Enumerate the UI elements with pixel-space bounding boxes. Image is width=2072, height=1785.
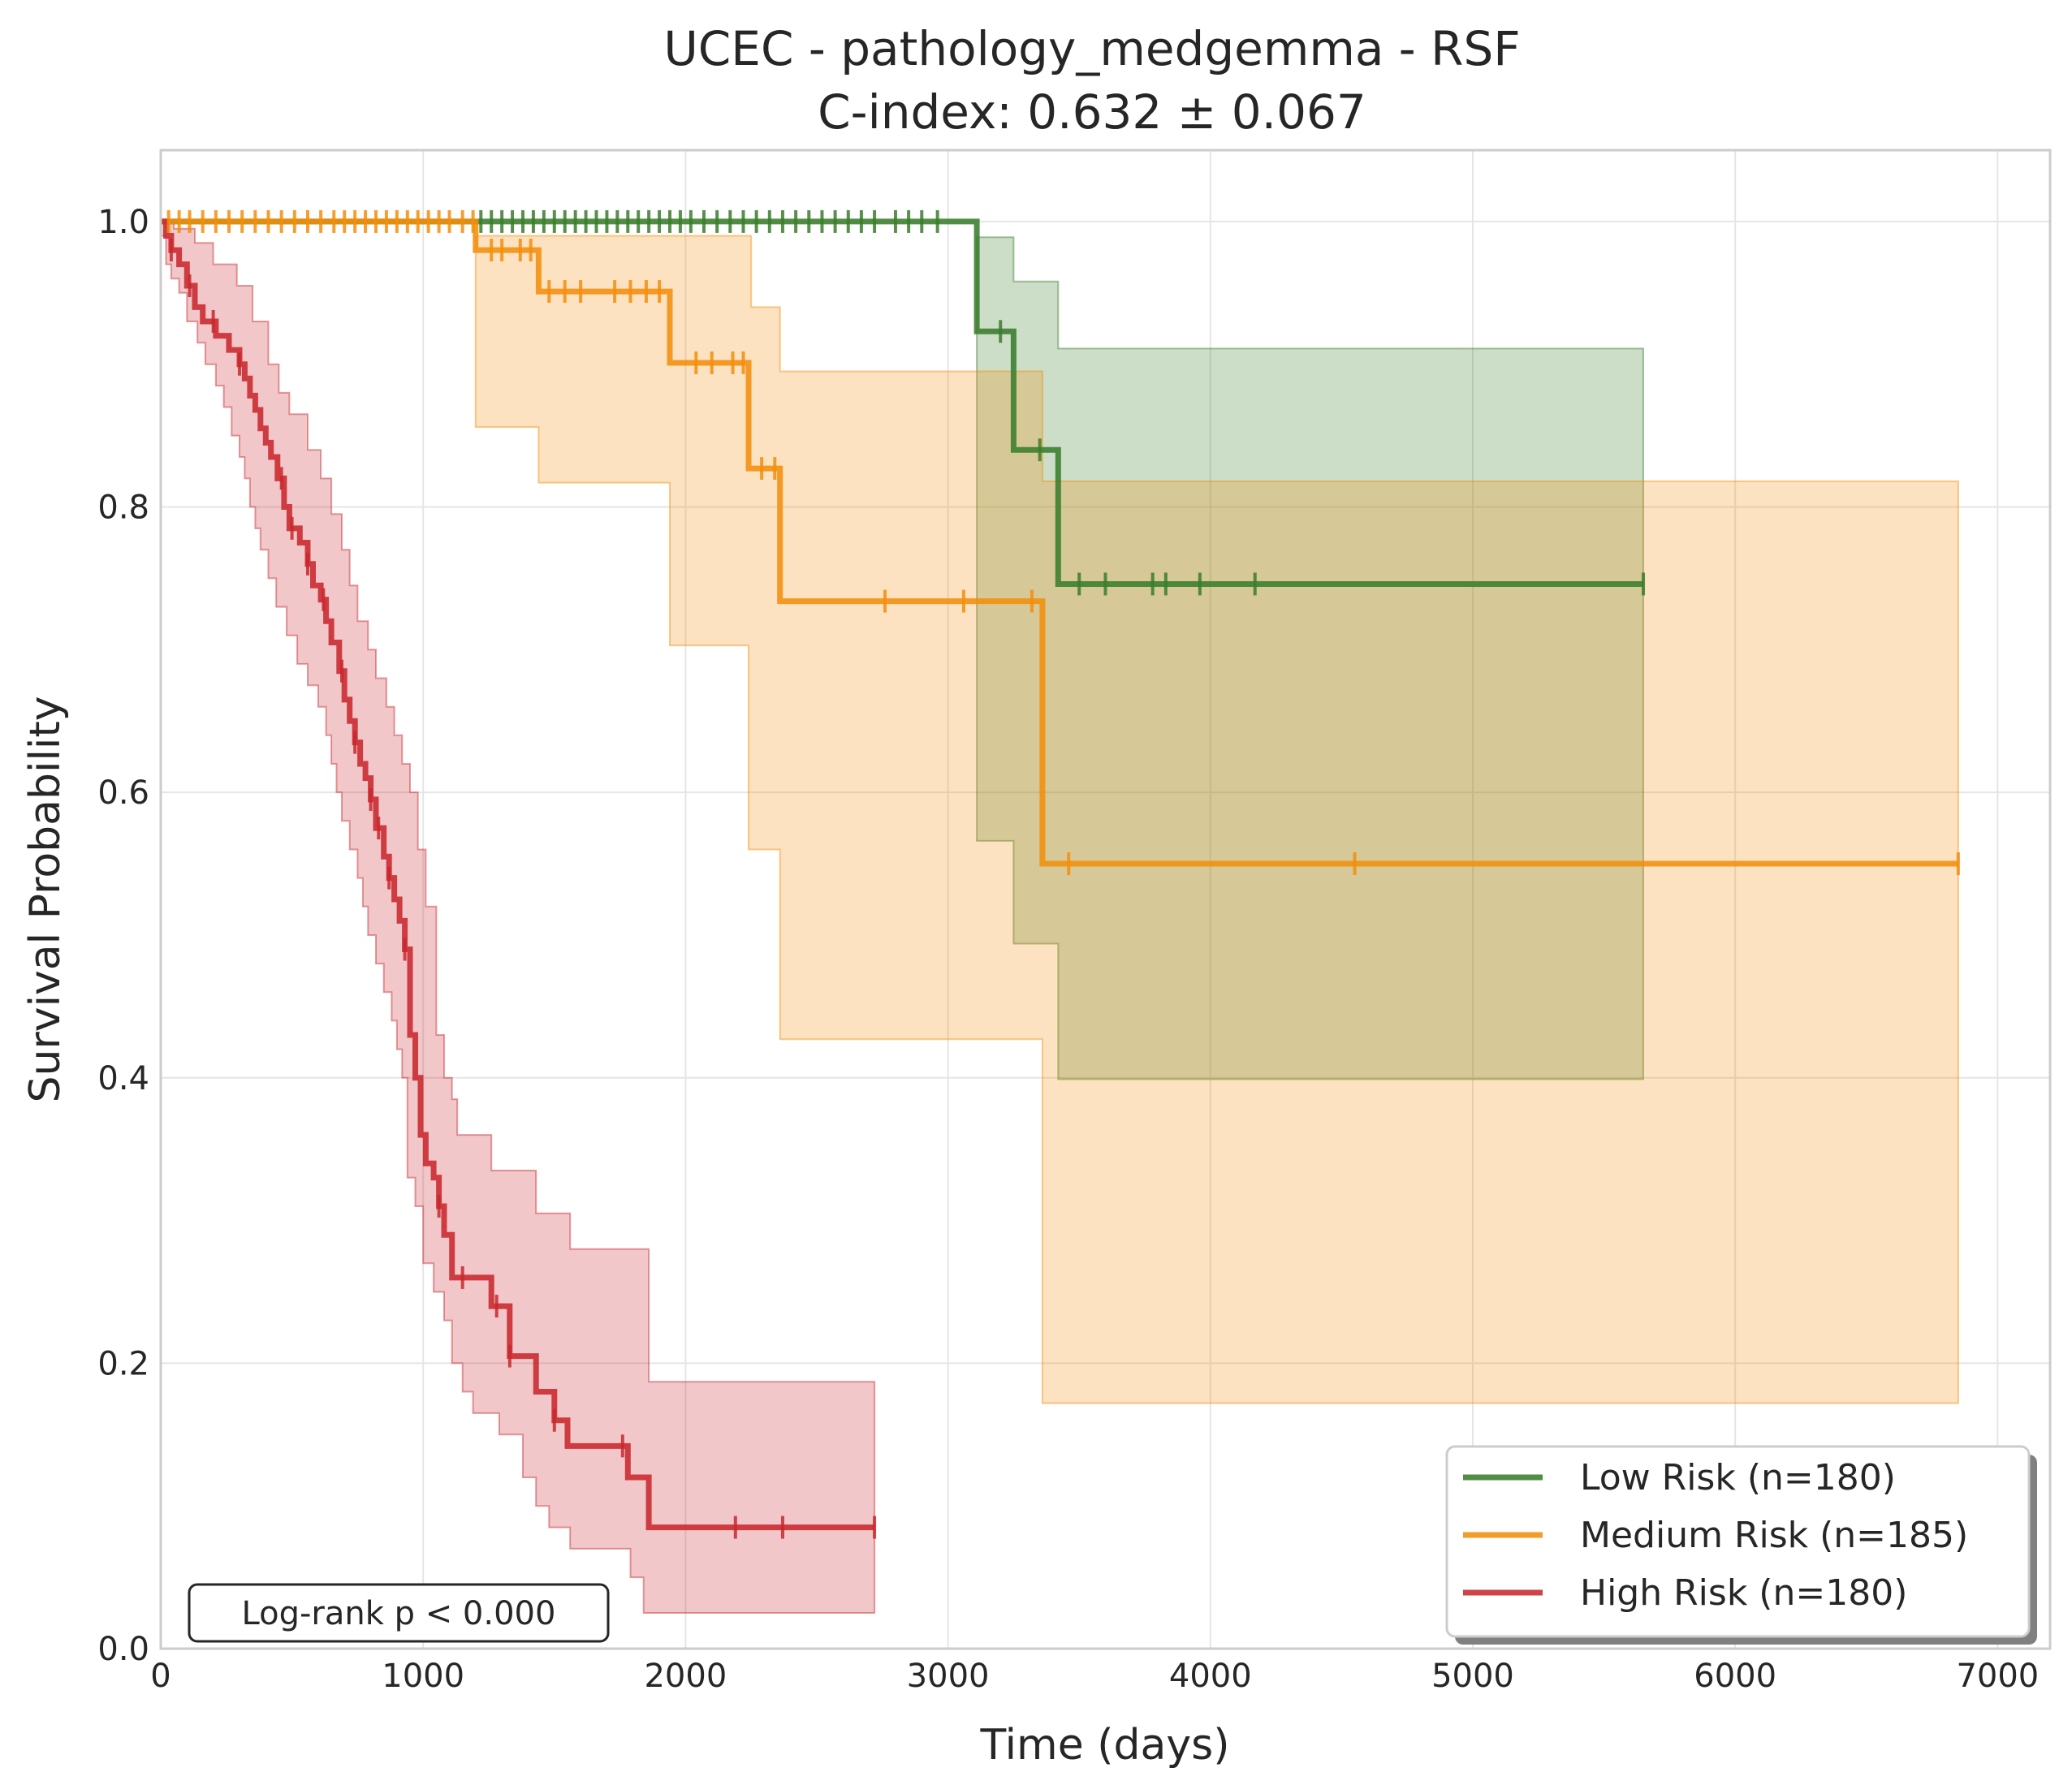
x-tick-label: 2000 (644, 1658, 727, 1695)
y-tick-label: 0.8 (97, 489, 149, 527)
x-tick-label: 7000 (1956, 1658, 2039, 1695)
x-tick-label: 5000 (1431, 1658, 1514, 1695)
y-axis-label: Survival Probability (21, 696, 70, 1102)
x-tick-label: 1000 (382, 1658, 464, 1695)
plot-frame (159, 149, 2052, 1650)
x-tick-label: 3000 (907, 1658, 990, 1695)
annotation-text: Log-rank p < 0.000 (242, 1595, 556, 1632)
high-risk-legend-label: High Risk (n=180) (1580, 1572, 1907, 1614)
y-axis-ticks: 0.0 0.2 0.4 0.6 0.8 1.0 (97, 204, 149, 1668)
chart-subtitle: C-index: 0.632 ± 0.067 (818, 84, 1366, 140)
chart-title: UCEC - pathology_medgemma - RSF (663, 21, 1520, 76)
y-tick-label: 0.4 (97, 1060, 149, 1097)
annotation-frame (188, 1583, 610, 1643)
legend: Low Risk (n=180) Medium Risk (n=185) High … (1445, 1445, 2037, 1645)
legend-frame (1445, 1445, 2031, 1638)
y-tick-label: 0.0 (97, 1631, 149, 1668)
y-tick-label: 0.6 (97, 774, 149, 812)
low-risk-legend-label: Low Risk (n=180) (1580, 1457, 1896, 1498)
x-tick-label: 0 (150, 1658, 171, 1695)
x-tick-label: 6000 (1694, 1658, 1776, 1695)
grid (160, 150, 2050, 1649)
y-tick-label: 1.0 (97, 204, 149, 241)
medium-risk-ci-band (474, 235, 1959, 1404)
medium-risk-legend-label: Medium Risk (n=185) (1580, 1515, 1968, 1556)
confidence-bands (160, 220, 1959, 1614)
censor-marks (166, 209, 1960, 1539)
y-tick-label: 0.2 (97, 1345, 149, 1382)
x-axis-label: Time (days) (979, 1721, 1229, 1770)
low-risk-ci-band (976, 236, 1644, 1080)
legend-entries: Low Risk (n=180) Medium Risk (n=185) High … (1463, 1457, 1968, 1614)
x-tick-label: 4000 (1169, 1658, 1252, 1695)
high-risk-ci-band (160, 220, 876, 1614)
x-axis-ticks: 0 1000 2000 3000 4000 5000 6000 7000 (150, 1658, 2039, 1695)
medium-risk-survival-curve (161, 218, 1958, 867)
annotation-box: Log-rank p < 0.000 (188, 1583, 610, 1643)
low-risk-survival-curve (161, 218, 1643, 587)
